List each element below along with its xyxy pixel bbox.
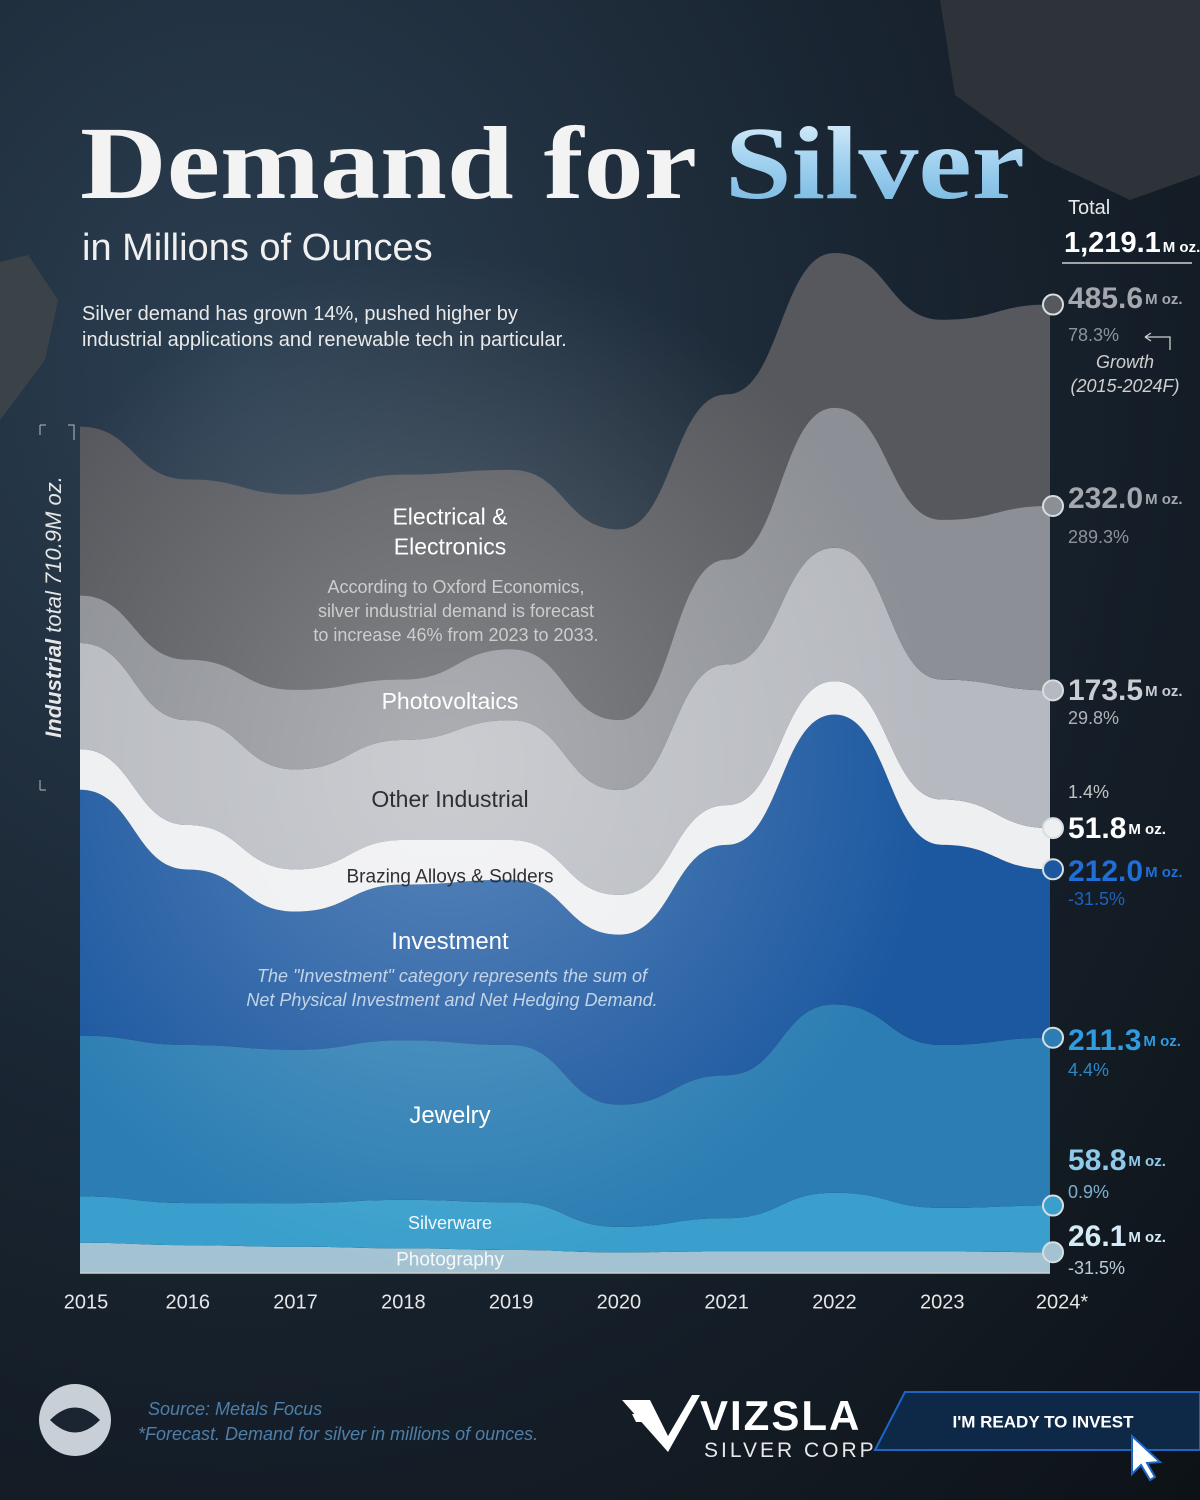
total-number: 1,219.1	[1064, 227, 1161, 259]
end-value-number: 485.6	[1068, 282, 1143, 315]
title-main: Demand for	[80, 106, 695, 221]
cta-button[interactable]: I'M READY TO INVEST	[873, 1391, 1200, 1451]
growth-note: Growth	[1096, 352, 1154, 372]
series-label: Investment	[391, 928, 509, 956]
end-value-number: 58.8	[1068, 1144, 1126, 1177]
publisher-logo	[39, 1384, 111, 1456]
growth-value: -31.5%	[1068, 889, 1125, 909]
cursor-icon	[1131, 1433, 1163, 1482]
x-tick-label: 2016	[166, 1291, 211, 1313]
cta-label[interactable]: I'M READY TO INVEST	[953, 1412, 1135, 1431]
end-marker	[1042, 679, 1064, 702]
title-highlight: Silver	[725, 106, 1025, 221]
series-label: Photovoltaics	[381, 687, 519, 714]
annotation-line: The "Investment" category represents the…	[257, 966, 649, 986]
growth-value: 0.9%	[1068, 1182, 1109, 1202]
end-value: 173.5 M oz.	[1068, 674, 1183, 707]
bracket	[68, 424, 75, 440]
rock	[940, 0, 1200, 200]
brand-sub: SILVER CORP	[704, 1439, 877, 1462]
end-marker	[1042, 293, 1064, 316]
growth-note: (2015-2024F)	[1070, 376, 1179, 396]
x-tick-label: 2018	[381, 1291, 426, 1313]
source: Source: Metals Focus	[148, 1399, 322, 1419]
end-marker	[1042, 1194, 1064, 1217]
end-value: 211.3 M oz.	[1068, 1024, 1181, 1057]
growth-value: 4.4%	[1068, 1060, 1109, 1080]
end-marker	[1042, 495, 1064, 518]
x-tick-label: 2017	[273, 1291, 318, 1313]
unit: M oz.	[1145, 864, 1183, 881]
end-value: 51.8 M oz.	[1068, 812, 1166, 845]
industrial-label: Industrial	[41, 638, 66, 738]
end-value-number: 232.0	[1068, 482, 1143, 515]
end-value: 58.8 M oz.	[1068, 1144, 1166, 1177]
logo-shape	[50, 1407, 100, 1433]
end-marker	[1042, 858, 1064, 881]
growth-value: 78.3%	[1068, 325, 1119, 345]
unit: M oz.	[1145, 683, 1183, 700]
brand: VIZSLA	[700, 1392, 861, 1439]
growth-value: 1.4%	[1068, 782, 1109, 802]
total-label: Total	[1068, 197, 1110, 219]
description-line: industrial applications and renewable te…	[82, 329, 567, 351]
end-marker	[1042, 1241, 1064, 1264]
total-value: 1,219.1 M oz.	[1064, 227, 1200, 259]
annotation-line: silver industrial demand is forecast	[318, 601, 594, 621]
bracket	[39, 424, 46, 791]
unit: M oz.	[1145, 291, 1183, 308]
rock	[0, 255, 58, 420]
subtitle: in Millions of Ounces	[82, 227, 433, 269]
unit: M oz.	[1163, 239, 1200, 256]
annotation-line: Net Physical Investment and Net Hedging …	[246, 990, 657, 1010]
x-tick-label: 2021	[704, 1291, 749, 1313]
growth-value: 289.3%	[1068, 527, 1129, 547]
industrial-total-text: total 710.9M oz.	[41, 476, 66, 633]
unit: M oz.	[1128, 1153, 1166, 1170]
end-value-number: 212.0	[1068, 855, 1143, 888]
unit: M oz.	[1145, 491, 1183, 508]
end-marker	[1042, 1026, 1064, 1049]
end-value: 212.0 M oz.	[1068, 855, 1183, 888]
x-tick-label: 2020	[597, 1291, 642, 1313]
end-value: 485.6 M oz.	[1068, 282, 1183, 315]
end-value-number: 26.1	[1068, 1220, 1126, 1253]
end-marker	[1042, 817, 1064, 840]
end-value: 232.0 M oz.	[1068, 482, 1183, 515]
industrial-total: Industrial total 710.9M oz.	[41, 476, 66, 738]
x-tick-label: 2015	[64, 1291, 109, 1313]
description-line: Silver demand has grown 14%, pushed high…	[82, 303, 518, 325]
x-tick-label: 2023	[920, 1291, 965, 1313]
brand-mark	[622, 1395, 700, 1452]
annotation-line: to increase 46% from 2023 to 2033.	[313, 625, 598, 645]
unit: M oz.	[1143, 1033, 1181, 1050]
x-tick-label: 2024*	[1036, 1291, 1088, 1313]
series-label: Electrical & Electronics	[392, 503, 508, 560]
series-label: Jewelry	[409, 1102, 491, 1130]
growth-value: -31.5%	[1068, 1258, 1125, 1278]
annotation-line: According to Oxford Economics,	[327, 577, 584, 597]
series-label: Photography	[396, 1249, 504, 1271]
series-label: Brazing Alloys & Solders	[346, 866, 554, 888]
growth-arrow	[1144, 332, 1171, 350]
chart-title: Demand for Silver	[80, 106, 1025, 221]
x-tick-label: 2022	[812, 1291, 857, 1313]
growth-value: 29.8%	[1068, 708, 1119, 728]
end-value: 26.1 M oz.	[1068, 1220, 1166, 1253]
series-label: Other Industrial	[371, 785, 529, 812]
x-tick-label: 2019	[489, 1291, 534, 1313]
end-value-number: 211.3	[1068, 1024, 1141, 1057]
series-label: Silverware	[407, 1213, 493, 1234]
unit: M oz.	[1128, 821, 1166, 838]
end-value-number: 51.8	[1068, 812, 1126, 845]
footnote: *Forecast. Demand for silver in millions…	[138, 1424, 538, 1444]
cta-background[interactable]	[873, 1391, 1200, 1451]
end-value-number: 173.5	[1068, 674, 1143, 707]
unit: M oz.	[1128, 1229, 1166, 1246]
